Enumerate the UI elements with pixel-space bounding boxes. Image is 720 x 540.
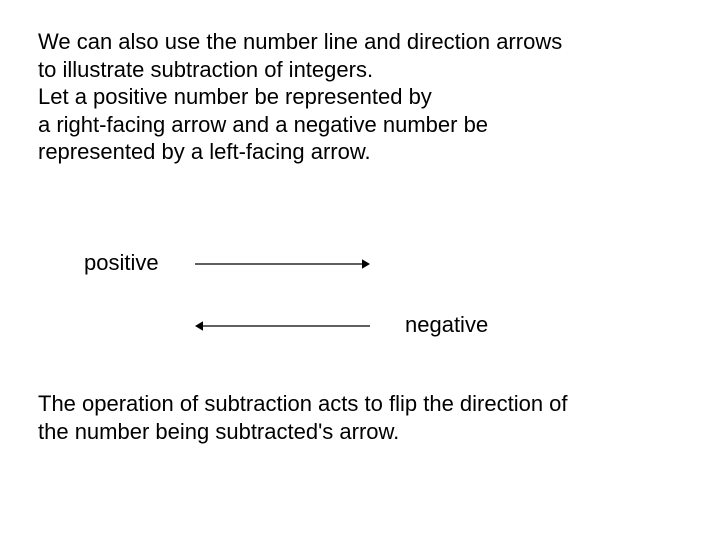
positive-arrow-row: positive: [0, 248, 720, 278]
negative-label: negative: [405, 312, 488, 338]
positive-label: positive: [84, 250, 159, 276]
right-arrow-icon: [195, 254, 370, 274]
closing-paragraph: The operation of subtraction acts to fli…: [38, 390, 578, 445]
left-arrow-icon: [195, 316, 370, 336]
negative-arrow-row: negative: [0, 310, 720, 340]
intro-paragraph: We can also use the number line and dire…: [38, 28, 578, 166]
